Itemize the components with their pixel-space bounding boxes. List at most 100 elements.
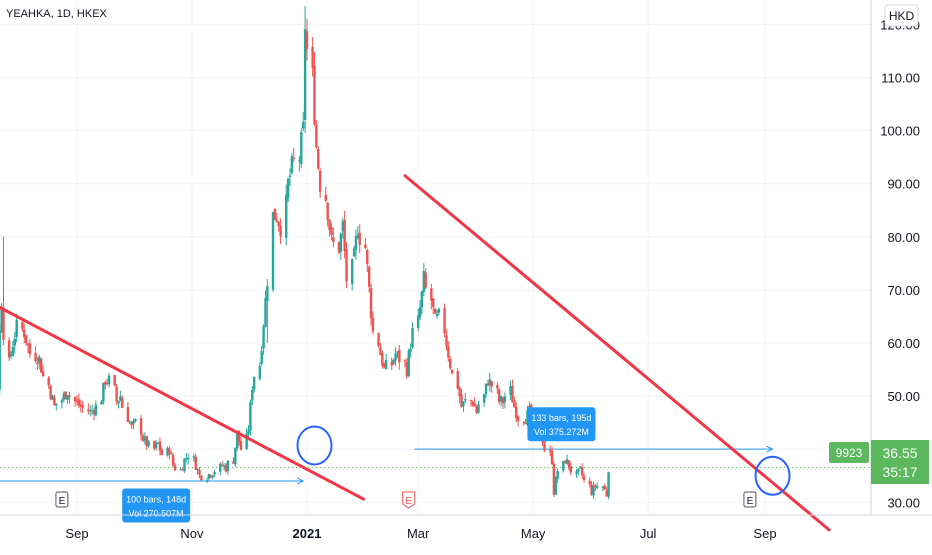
- candle-body: [119, 396, 122, 401]
- candle-body: [513, 400, 516, 408]
- candle-body: [354, 236, 358, 250]
- candle-body: [196, 469, 199, 471]
- candle-body: [26, 343, 30, 346]
- candle-body: [273, 208, 277, 221]
- price-tick-label: 50.00: [887, 389, 920, 404]
- trendline[interactable]: [0, 301, 366, 501]
- candle-body: [49, 386, 52, 399]
- breakout-circle[interactable]: [754, 455, 791, 496]
- candle-body: [51, 395, 54, 400]
- candle-body: [220, 464, 224, 466]
- candle-body: [160, 449, 164, 455]
- candle-body: [245, 433, 248, 449]
- candle-body: [53, 397, 56, 406]
- symbol-label: YEAHKA, 1D, HKEX: [6, 8, 108, 20]
- candle-body: [145, 436, 148, 447]
- candle-body: [356, 234, 360, 238]
- time-tick-label: 2021: [293, 526, 322, 541]
- candle-body: [183, 458, 186, 472]
- candle-body: [371, 317, 375, 332]
- candle-body: [565, 459, 569, 465]
- candle-body: [311, 46, 314, 68]
- candle-body: [477, 404, 480, 413]
- candle-body: [115, 386, 118, 402]
- last-price-box: [871, 440, 929, 484]
- candle-body: [379, 347, 382, 356]
- candle-body: [211, 475, 214, 478]
- candle-body: [396, 351, 399, 353]
- candle-body: [496, 385, 499, 389]
- candle-body: [315, 125, 318, 148]
- candle-body: [64, 391, 67, 400]
- candle-body: [113, 375, 116, 386]
- candle-body: [288, 175, 292, 177]
- measure-box[interactable]: [527, 407, 596, 442]
- candle-body: [305, 31, 309, 50]
- candle-body: [39, 358, 43, 373]
- price-tag-left-box: [829, 442, 869, 463]
- candle-body: [345, 249, 348, 282]
- candle-body: [554, 477, 557, 495]
- candle-body: [24, 334, 28, 344]
- candle-body: [0, 307, 3, 333]
- candle-body: [300, 132, 303, 164]
- candle-body: [420, 291, 424, 308]
- candle-body: [577, 468, 580, 472]
- breakout-markers-layer[interactable]: [296, 425, 791, 496]
- candle-body: [92, 410, 96, 415]
- measure-box[interactable]: [122, 488, 191, 523]
- currency-label[interactable]: HKD: [889, 9, 915, 23]
- earnings-upcoming-icon[interactable]: [402, 491, 416, 509]
- candle-body: [484, 383, 488, 394]
- candle-body: [317, 149, 320, 169]
- candle-body: [369, 287, 373, 318]
- breakout-circle[interactable]: [296, 425, 333, 466]
- candle-body: [462, 401, 465, 407]
- candle-body: [81, 404, 84, 408]
- candle-body: [433, 308, 437, 314]
- candle-body: [226, 460, 229, 471]
- candle-body: [271, 212, 275, 290]
- candles-layer: [0, 5, 610, 500]
- candle-body: [445, 335, 448, 347]
- currency-box[interactable]: [884, 4, 919, 27]
- candle-body: [579, 466, 582, 468]
- earnings-label: E: [405, 496, 412, 507]
- candle-body: [303, 29, 307, 120]
- candle-body: [73, 397, 77, 402]
- candle-body: [170, 453, 173, 455]
- candle-body: [126, 407, 130, 422]
- time-tick-label: Mar: [407, 526, 430, 541]
- candle-body: [249, 402, 252, 431]
- measure-boxes-layer[interactable]: 100 bars, 148d Vol 270.507M 133 bars, 195d…: [122, 407, 596, 523]
- candle-body: [66, 395, 69, 400]
- trendlines-layer[interactable]: [0, 174, 831, 532]
- candle-body: [364, 244, 367, 249]
- candle-body: [471, 401, 475, 405]
- price-tick-label: 90.00: [887, 177, 920, 192]
- earnings-icon[interactable]: [743, 491, 757, 508]
- candle-body: [332, 237, 335, 242]
- candle-body: [13, 338, 16, 346]
- candle-body: [569, 466, 573, 473]
- price-tick-label: 60.00: [887, 336, 920, 351]
- candle-body: [580, 467, 584, 476]
- trendline[interactable]: [403, 174, 831, 532]
- earnings-icon[interactable]: [55, 491, 69, 508]
- candle-body: [173, 465, 177, 471]
- bar-countdown: 35:17: [882, 464, 917, 480]
- candle-body: [377, 333, 380, 347]
- candle-body: [166, 447, 169, 456]
- candle-body: [488, 379, 491, 386]
- candle-body: [147, 441, 150, 446]
- candle-body: [460, 394, 463, 407]
- candle-body: [239, 441, 243, 450]
- candle-body: [156, 442, 160, 444]
- candle-body: [194, 456, 197, 470]
- candle-body: [524, 423, 527, 425]
- candle-body: [582, 476, 586, 480]
- candle-body: [260, 350, 263, 364]
- measure-bars-text: 100 bars, 148d: [126, 494, 186, 504]
